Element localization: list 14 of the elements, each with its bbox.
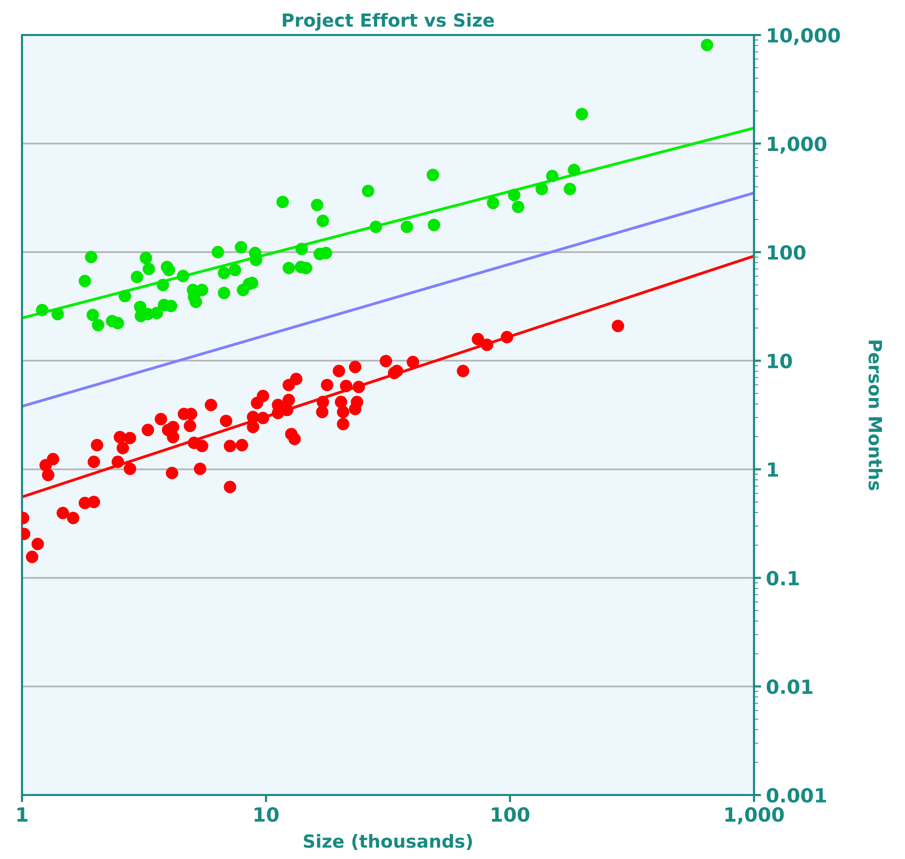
y-axis-title: Person Months xyxy=(868,340,883,490)
y-tick-label: 10,000 xyxy=(768,28,840,46)
y-tick-label: 1 xyxy=(768,462,778,477)
chart-title: Project Effort vs Size xyxy=(282,12,494,31)
y-tick-label: 0.001 xyxy=(766,788,826,803)
y-tick-label: 0.01 xyxy=(766,679,812,694)
y-tick-label: 1,000 xyxy=(768,136,826,154)
x-tick-label: 10 xyxy=(254,807,279,822)
x-tick-label: 1 xyxy=(17,807,28,822)
y-tick-label: 10 xyxy=(768,354,792,368)
x-tick-label: 100 xyxy=(492,807,530,822)
y-tick-label: 100 xyxy=(768,245,806,260)
x-axis-title: Size (thousands) xyxy=(304,834,472,850)
y-tick-label: 0.1 xyxy=(766,570,799,586)
